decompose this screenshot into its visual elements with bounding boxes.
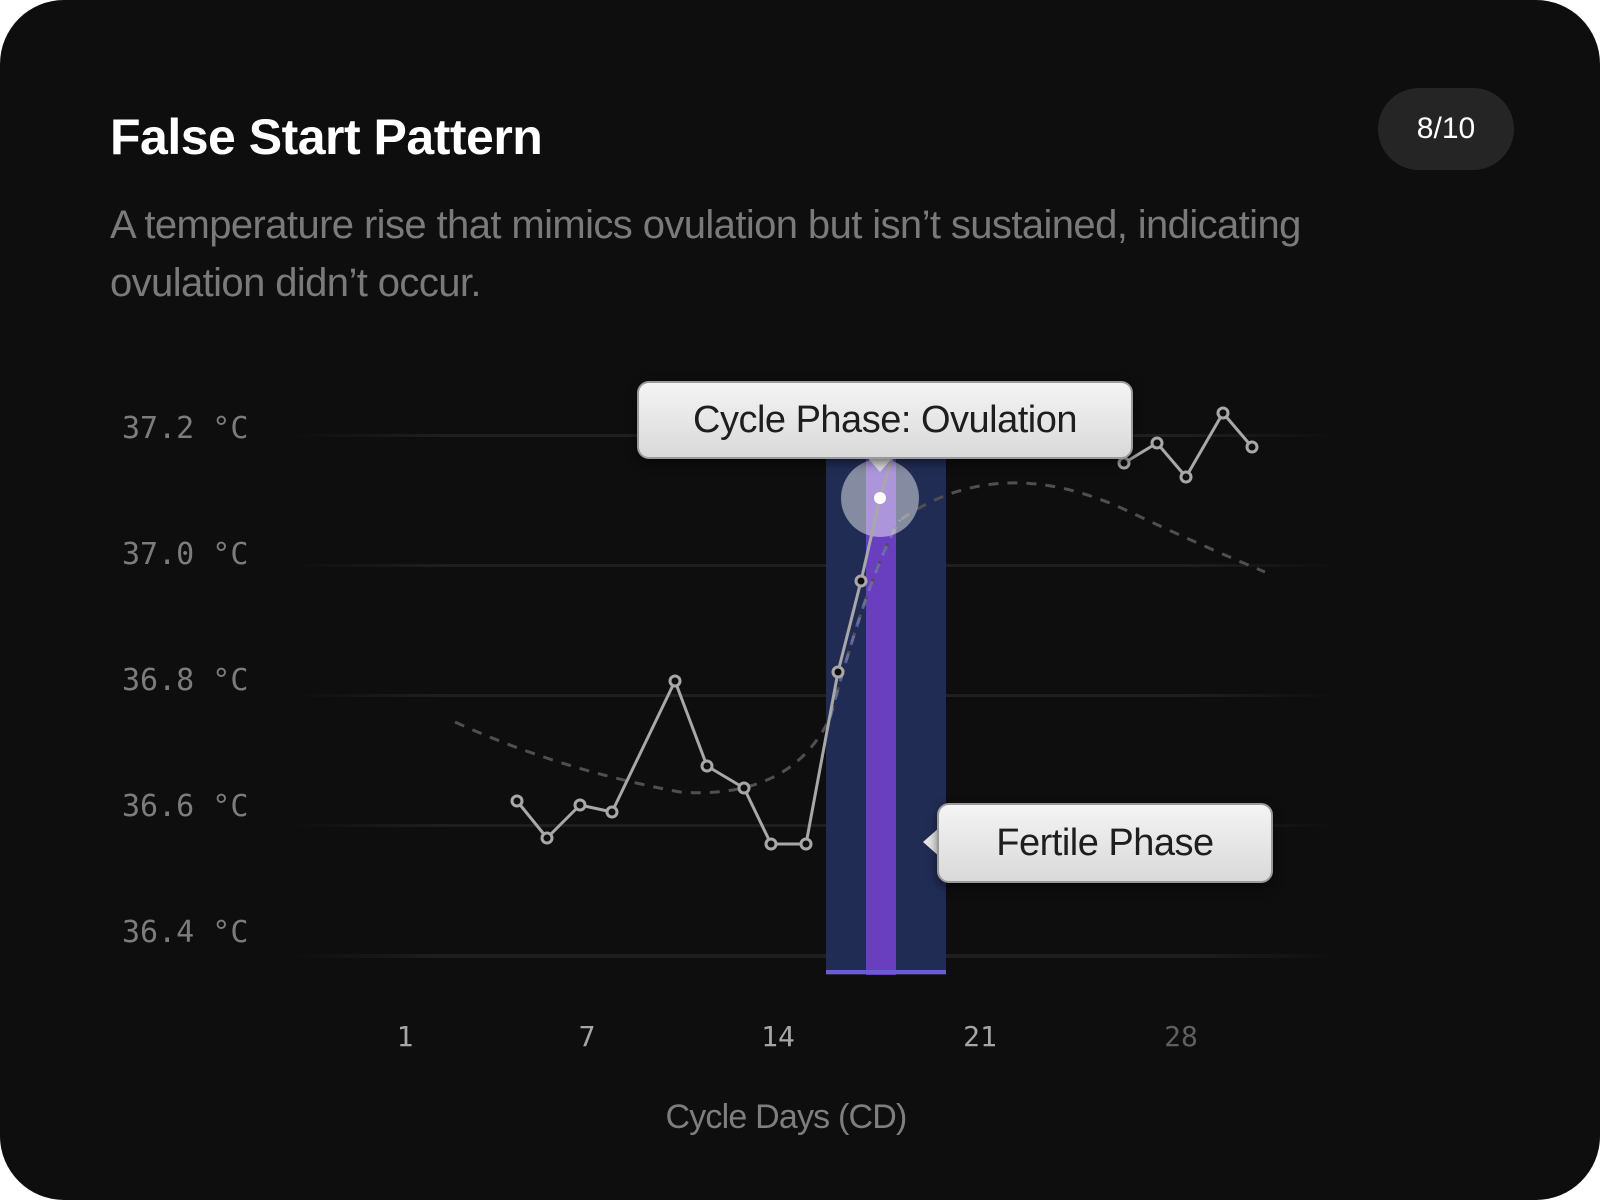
x-tick-label: 14: [761, 1020, 795, 1053]
ovulation-tooltip-pointer: [866, 456, 894, 472]
fertile-phase-tooltip: Fertile Phase: [937, 803, 1273, 883]
fertile-tooltip-pointer: [923, 827, 940, 857]
data-points: [510, 406, 1259, 851]
y-tick-label: 36.8 °C: [122, 663, 249, 698]
y-tick-label: 36.6 °C: [122, 789, 249, 824]
trend-line-in-band: [828, 519, 902, 719]
highlighted-point[interactable]: [874, 492, 886, 504]
x-tick-label: 21: [963, 1020, 997, 1053]
x-tick-label: 7: [578, 1020, 596, 1053]
temperature-line-late: [1123, 411, 1254, 479]
x-tick-label: 28: [1164, 1020, 1198, 1053]
ovulation-tooltip: Cycle Phase: Ovulation: [637, 381, 1133, 459]
y-tick-label: 36.4 °C: [122, 915, 249, 950]
x-tick-label: 1: [396, 1020, 414, 1053]
x-axis-title: Cycle Days (CD): [665, 1098, 907, 1136]
page-indicator-badge: 8/10: [1378, 88, 1514, 170]
y-tick-label: 37.0 °C: [122, 537, 249, 572]
pattern-title: False Start Pattern: [110, 109, 543, 165]
y-tick-label: 37.2 °C: [122, 411, 249, 446]
pattern-description: A temperature rise that mimics ovulation…: [110, 203, 1301, 305]
